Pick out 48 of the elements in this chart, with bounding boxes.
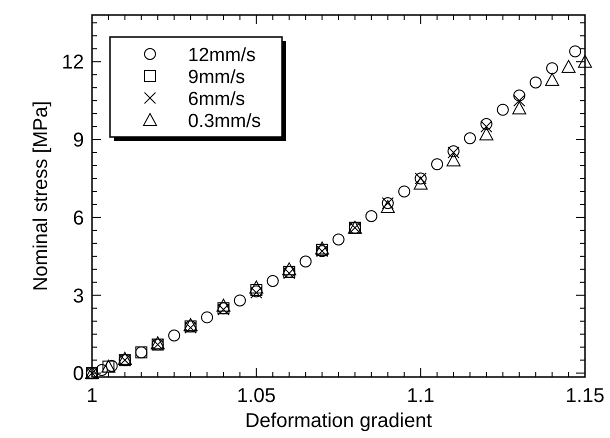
point [96,364,108,376]
x-tick-label: 1 [86,385,98,407]
point [464,132,476,144]
point [479,127,494,140]
point [545,72,560,86]
point [530,76,542,88]
point [118,352,132,365]
y-tick-label: 0 [72,363,84,386]
point [380,200,395,214]
point [562,60,576,73]
point [234,294,246,306]
point [365,210,378,222]
point [546,62,558,74]
point [578,54,592,68]
point [201,311,214,324]
point [106,360,118,372]
point [266,274,279,287]
point [513,94,526,107]
y-tick-label: 9 [72,130,84,152]
point [168,329,180,342]
point [512,101,526,114]
point [431,158,444,170]
legend-label: 9mm/s [188,67,245,88]
legend-label: 12mm/s [188,45,256,66]
x-tick-label: 1.1 [406,385,435,407]
point [569,45,582,58]
point [300,256,312,268]
point [496,104,509,116]
point [332,233,344,246]
point [446,153,461,166]
point [216,298,230,312]
x-tick-label: 1.15 [566,385,604,407]
y-tick-label: 3 [72,285,84,308]
legend-label: 0.3mm/s [188,111,261,132]
y-tick-label: 12 [62,52,84,74]
point [414,176,428,190]
x-tick-label: 1.05 [236,385,276,407]
point [513,89,526,102]
point [150,336,165,350]
y-tick-label: 6 [72,207,84,230]
point [480,118,492,130]
point [282,262,296,276]
point [398,185,410,198]
legend-label: 6mm/s [188,89,245,110]
x-axis-title: Deformation gradient [245,410,432,432]
y-axis-title: Nominal stress [MPa] [30,100,52,292]
point [480,120,492,133]
point [249,280,264,294]
